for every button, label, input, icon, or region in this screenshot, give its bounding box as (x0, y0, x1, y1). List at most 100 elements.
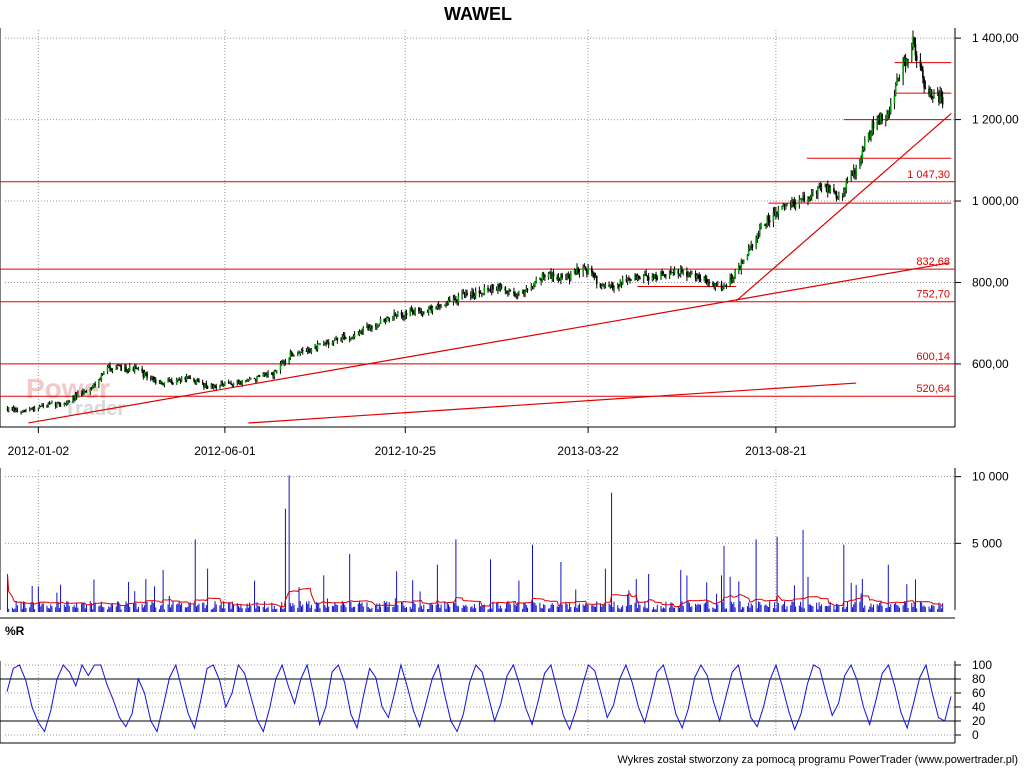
candle-body-up (894, 84, 897, 96)
candle-body-down (446, 303, 449, 305)
candle-body-up (300, 349, 303, 352)
candle-body-up (310, 348, 313, 353)
candle-body-down (188, 376, 190, 379)
candle-body-up (576, 268, 578, 274)
candle-body-down (639, 277, 641, 280)
candle-body-up (688, 274, 691, 276)
candle-body-up (369, 325, 372, 328)
candle-body-up (167, 379, 169, 383)
candle-body-down (489, 289, 492, 291)
candle-body-up (738, 265, 740, 272)
candle-body-up (642, 275, 645, 280)
candle-body-down (834, 191, 836, 193)
candle-body-down (656, 278, 659, 280)
candle-body-up (212, 385, 215, 387)
candle-body-up (482, 293, 484, 295)
candle-body-up (841, 194, 844, 196)
candle-body-up (41, 405, 43, 407)
candle-body-down (930, 89, 933, 97)
candle-body-down (509, 290, 512, 292)
candle-body-down (513, 291, 515, 295)
candle-body-down (931, 96, 934, 99)
candle-body-up (403, 316, 405, 318)
candle-body-up (801, 199, 803, 200)
candle-body-up (306, 348, 309, 352)
candle-body-up (334, 339, 336, 341)
candle-body-down (437, 305, 440, 306)
candle-body-up (352, 337, 355, 339)
candle-body-down (469, 294, 472, 297)
candle-body-up (246, 380, 248, 382)
candle-body-up (810, 192, 813, 196)
candle-body-up (474, 291, 477, 297)
candle-body-up (151, 377, 153, 379)
candle-body-up (626, 278, 629, 282)
candle-body-up (525, 288, 528, 292)
candle-body-down (170, 380, 173, 384)
candle-body-down (198, 380, 200, 383)
candle-body-up (860, 158, 862, 162)
candle-body-up (530, 286, 533, 291)
candle-body-down (647, 276, 650, 281)
candle-body-down (561, 274, 563, 278)
candle-body-up (682, 271, 685, 273)
candle-body-down (591, 267, 593, 273)
candle-body-up (457, 295, 460, 303)
candle-body-down (90, 388, 93, 390)
x-axis-tick-label: 2012-01-02 (8, 444, 70, 458)
candle-body-up (508, 290, 510, 293)
price-grid (0, 28, 956, 735)
candle-body-down (645, 273, 647, 276)
candle-body-down (439, 305, 441, 307)
candle-body-down (789, 204, 792, 206)
candle-body-down (854, 169, 856, 175)
candle-body-up (222, 385, 225, 387)
candle-body-down (142, 371, 145, 377)
candle-body-down (453, 298, 456, 300)
candle-body-up (238, 381, 241, 383)
volume-bars (6, 475, 944, 612)
candle-body-up (912, 37, 914, 47)
candle-body-up (316, 344, 319, 350)
candle-body-down (110, 368, 113, 371)
candle-body-down (54, 402, 57, 407)
candle-body-up (799, 199, 802, 200)
candle-body-down (919, 60, 922, 67)
candle-body-down (387, 316, 389, 318)
candle-body-down (768, 220, 771, 223)
candle-body-up (689, 274, 692, 275)
price-y-tick-label: 1 400,00 (972, 31, 1019, 45)
support-resistance-label: 1 047,30 (907, 169, 950, 181)
candle-body-up (524, 291, 526, 294)
candle-body-up (33, 408, 36, 411)
candle-body-down (336, 337, 339, 341)
candle-body-down (672, 272, 675, 273)
candle-body-down (708, 282, 710, 284)
volume-panel: 5 000 10 000 (0, 468, 1009, 619)
candle-body-up (116, 364, 119, 369)
candle-body-up (723, 285, 725, 288)
candle-body-up (766, 217, 769, 226)
candle-body-up (377, 324, 379, 326)
candle-body-down (677, 269, 680, 275)
candle-body-up (532, 285, 535, 288)
candle-body-down (881, 114, 883, 122)
candle-body-down (698, 275, 701, 279)
candle-body-up (836, 197, 839, 199)
candle-body-up (219, 385, 221, 389)
volume-moving-average (7, 573, 943, 608)
candle-body-up (103, 372, 105, 375)
candle-body-down (367, 326, 369, 331)
candle-body-up (159, 382, 162, 384)
candle-body-down (411, 310, 414, 313)
candle-body-down (697, 275, 699, 276)
candle-body-down (663, 274, 666, 278)
candle-body-up (93, 383, 95, 387)
candle-body-up (324, 342, 326, 344)
candle-body-up (703, 277, 706, 281)
candle-body-down (757, 233, 760, 235)
candle-body-up (573, 269, 576, 274)
candle-body-up (933, 94, 935, 99)
candle-body-down (68, 400, 71, 402)
candle-body-up (248, 378, 251, 381)
